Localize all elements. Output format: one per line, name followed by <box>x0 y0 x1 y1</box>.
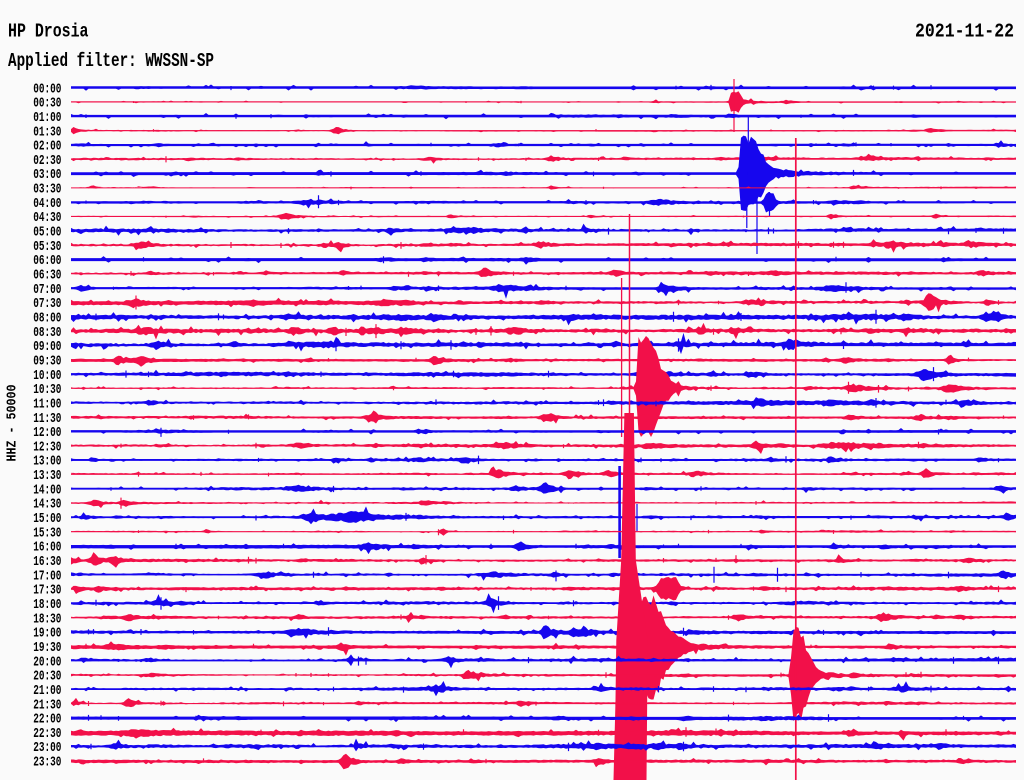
svg-text:16:00: 16:00 <box>33 541 61 556</box>
svg-text:20:30: 20:30 <box>33 670 61 685</box>
svg-text:03:00: 03:00 <box>33 168 61 183</box>
svg-text:00:00: 00:00 <box>33 82 61 97</box>
svg-text:01:30: 01:30 <box>33 125 61 140</box>
svg-text:14:00: 14:00 <box>33 483 61 498</box>
svg-text:21:00: 21:00 <box>33 684 61 699</box>
svg-text:20:00: 20:00 <box>33 655 61 670</box>
svg-text:15:30: 15:30 <box>33 526 61 541</box>
svg-text:11:00: 11:00 <box>33 397 61 412</box>
svg-text:13:30: 13:30 <box>33 469 61 484</box>
svg-text:22:30: 22:30 <box>33 727 61 742</box>
svg-text:01:00: 01:00 <box>33 111 61 126</box>
svg-text:23:30: 23:30 <box>33 756 61 771</box>
svg-text:2021-11-22: 2021-11-22 <box>915 21 1014 43</box>
svg-text:11:30: 11:30 <box>33 412 61 427</box>
svg-text:04:00: 04:00 <box>33 197 61 212</box>
svg-text:10:30: 10:30 <box>33 383 61 398</box>
svg-text:02:00: 02:00 <box>33 140 61 155</box>
svg-text:14:30: 14:30 <box>33 498 61 513</box>
svg-text:05:00: 05:00 <box>33 226 61 241</box>
svg-text:18:30: 18:30 <box>33 612 61 627</box>
svg-text:13:00: 13:00 <box>33 455 61 470</box>
svg-text:17:00: 17:00 <box>33 569 61 584</box>
svg-text:12:30: 12:30 <box>33 440 61 455</box>
svg-text:18:00: 18:00 <box>33 598 61 613</box>
svg-text:21:30: 21:30 <box>33 698 61 713</box>
svg-text:00:30: 00:30 <box>33 97 61 112</box>
svg-text:19:00: 19:00 <box>33 627 61 642</box>
svg-text:HHZ - 50000: HHZ - 50000 <box>6 385 21 462</box>
svg-text:06:30: 06:30 <box>33 269 61 284</box>
svg-text:16:30: 16:30 <box>33 555 61 570</box>
svg-text:10:00: 10:00 <box>33 369 61 384</box>
svg-text:06:00: 06:00 <box>33 254 61 269</box>
svg-text:09:30: 09:30 <box>33 355 61 370</box>
svg-text:03:30: 03:30 <box>33 183 61 198</box>
svg-text:09:00: 09:00 <box>33 340 61 355</box>
svg-text:22:00: 22:00 <box>33 713 61 728</box>
svg-text:07:30: 07:30 <box>33 297 61 312</box>
svg-text:08:30: 08:30 <box>33 326 61 341</box>
svg-text:02:30: 02:30 <box>33 154 61 169</box>
svg-text:HP Drosia: HP Drosia <box>8 21 89 43</box>
svg-text:07:00: 07:00 <box>33 283 61 298</box>
svg-text:17:30: 17:30 <box>33 584 61 599</box>
svg-text:15:00: 15:00 <box>33 512 61 527</box>
svg-text:04:30: 04:30 <box>33 211 61 226</box>
svg-text:19:30: 19:30 <box>33 641 61 656</box>
svg-text:05:30: 05:30 <box>33 240 61 255</box>
svg-text:Applied filter: WWSSN-SP: Applied filter: WWSSN-SP <box>8 50 214 72</box>
svg-text:12:00: 12:00 <box>33 426 61 441</box>
svg-text:08:00: 08:00 <box>33 312 61 327</box>
svg-text:23:00: 23:00 <box>33 741 61 756</box>
